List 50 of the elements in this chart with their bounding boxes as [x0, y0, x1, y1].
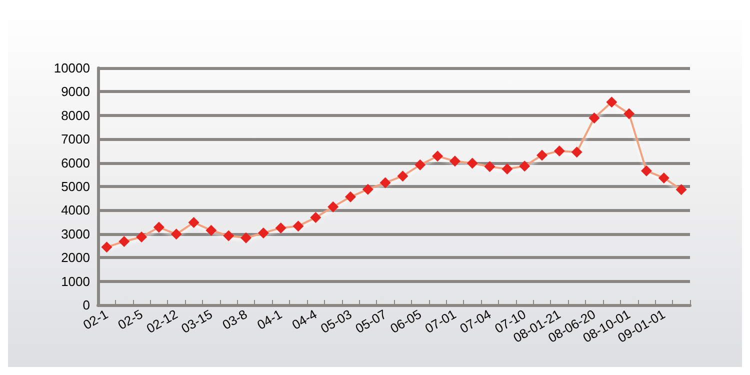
x-tick-label: 04-4 [289, 306, 320, 332]
point [397, 170, 408, 182]
x-tick-label: 03-8 [220, 306, 250, 332]
point [536, 150, 548, 161]
point [206, 224, 217, 236]
y-tick-label: 2000 [61, 250, 90, 266]
point [414, 159, 426, 170]
point [624, 108, 635, 120]
point [188, 217, 200, 228]
point [554, 145, 565, 156]
point [380, 177, 391, 188]
point [432, 150, 444, 162]
point [153, 222, 164, 233]
point [658, 172, 670, 184]
point [588, 112, 600, 124]
y-tick-label: 8000 [61, 108, 90, 123]
x-tick-label: 07-01 [422, 306, 459, 336]
point [484, 161, 496, 172]
point [223, 230, 234, 242]
point [519, 160, 530, 172]
point [676, 184, 687, 196]
y-tick-label: 9000 [61, 84, 90, 100]
point [310, 212, 322, 224]
y-tick-label: 3000 [61, 226, 90, 242]
x-tick-label: 04-1 [254, 306, 285, 332]
point [136, 231, 148, 242]
point [466, 158, 478, 169]
point [101, 242, 112, 253]
point [292, 220, 304, 232]
point [606, 96, 618, 108]
point [344, 191, 356, 202]
point [275, 222, 286, 234]
point [258, 227, 269, 238]
point [449, 156, 460, 167]
y-tick-label: 0 [82, 298, 90, 312]
y-tick-label: 10000 [54, 60, 90, 76]
point [240, 232, 252, 244]
point [118, 236, 130, 247]
y-tick-label: 7000 [61, 132, 90, 147]
y-tick-label: 5000 [61, 179, 90, 194]
point [571, 146, 582, 158]
x-tick-label: 02-5 [115, 306, 146, 332]
point [328, 201, 339, 212]
point [170, 228, 182, 240]
y-tick-label: 4000 [61, 202, 90, 218]
point [640, 165, 652, 176]
point [502, 163, 513, 174]
y-tick-label: 1000 [61, 274, 90, 289]
point [362, 184, 374, 195]
y-tick-label: 6000 [61, 155, 90, 170]
